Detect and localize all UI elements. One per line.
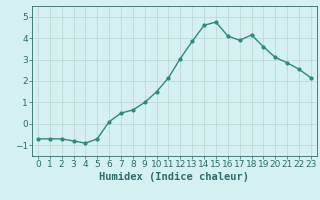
X-axis label: Humidex (Indice chaleur): Humidex (Indice chaleur): [100, 172, 249, 182]
